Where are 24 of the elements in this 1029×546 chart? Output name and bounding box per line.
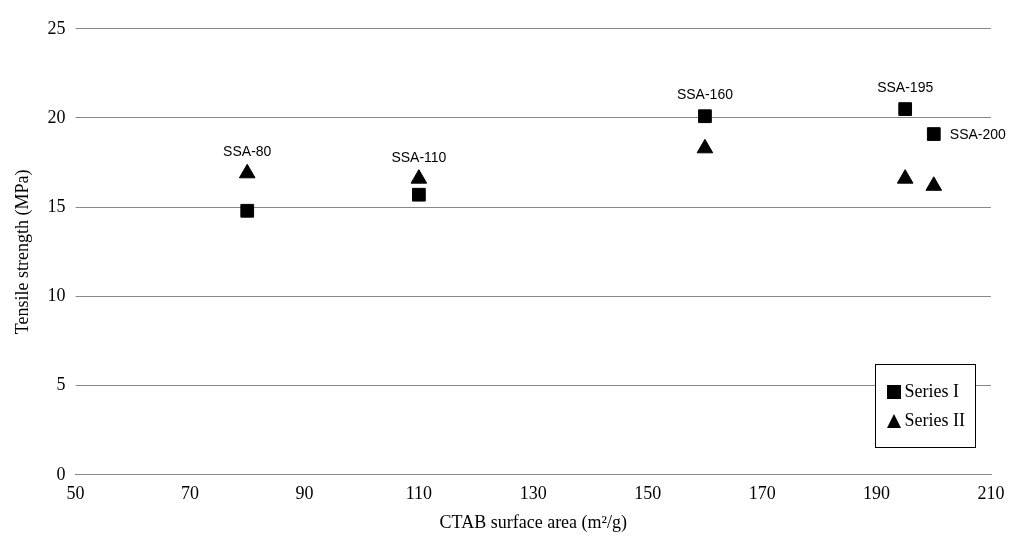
y-tick-label: 15 [47,195,66,216]
x-tick-label: 150 [634,483,662,504]
annotation: SSA-195 [877,78,934,95]
y-tick-label: 25 [47,17,66,38]
x-axis-title: CTAB surface area (m²/g) [439,511,627,533]
annotation: SSA-110 [391,148,447,165]
legend-label: Series II [904,410,965,431]
x-tick-label: 130 [519,483,547,504]
x-tick-label: 170 [748,483,776,504]
x-tick-label: 110 [405,483,433,504]
y-tick-label: 5 [56,374,66,395]
x-tick-label: 190 [863,483,891,504]
annotation: SSA-80 [223,143,272,160]
x-tick-label: 70 [181,483,200,504]
legend-label: Series I [904,381,959,402]
annotation: SSA-160 [676,86,734,103]
x-tick-label: 210 [977,483,1005,504]
y-tick-label: 20 [47,106,66,127]
y-tick-label: 10 [47,285,66,306]
annotation: SSA-200 [949,125,1007,142]
y-tick-label: 0 [56,463,66,484]
x-tick-label: 90 [295,483,314,504]
x-tick-label: 50 [66,483,85,504]
y-axis-title: Tensile strength (MPa) [11,169,33,335]
